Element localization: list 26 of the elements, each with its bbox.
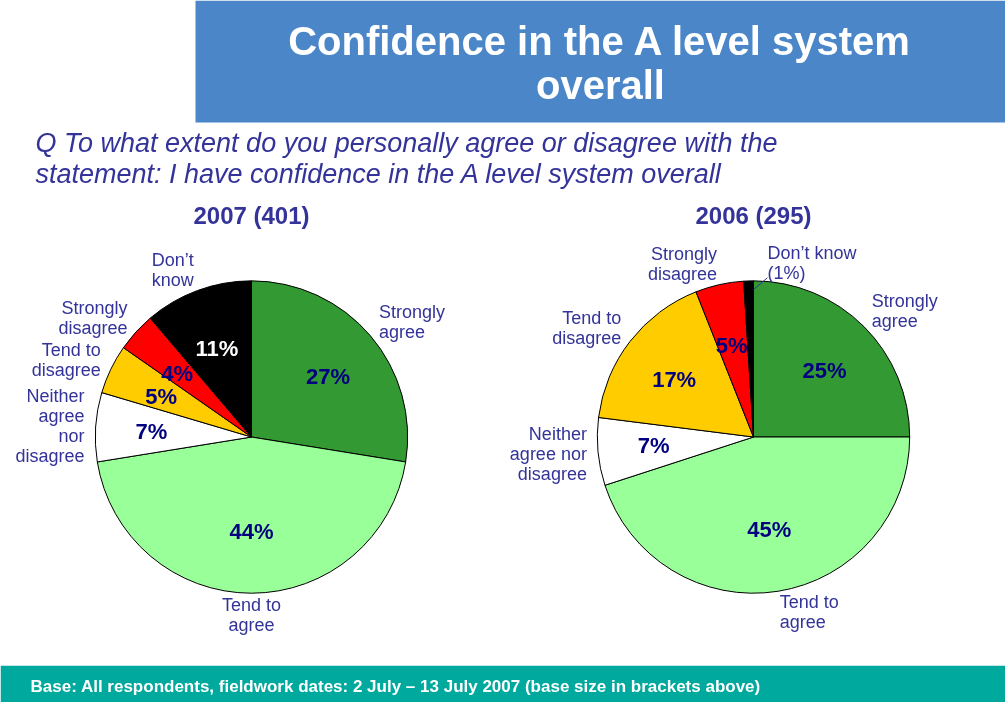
data-label: 11% <box>195 336 239 362</box>
slice-label: Tend to disagree <box>552 308 622 349</box>
data-label: 45% <box>747 517 792 543</box>
chart-title: 2007 (401) <box>193 201 310 229</box>
slice-label: Tend to agree <box>779 592 839 633</box>
slice-label: Tend to disagree <box>31 339 101 380</box>
slice-label: Strongly disagree <box>647 243 718 284</box>
text: Q To what extent do you personally agree or disagree with the statement: I have confidence in the A level system overall <box>35 127 778 190</box>
slice-label: Strongly disagree <box>58 297 128 338</box>
data-label: 17% <box>652 366 697 392</box>
slice-label: Neither agree nor disagree <box>509 423 587 484</box>
data-label: 25% <box>802 358 847 384</box>
slice-label: Don’t know <box>151 250 195 291</box>
text: Confidence in the A level system overall <box>288 18 910 107</box>
data-label: 27% <box>305 363 350 389</box>
slice-label: Strongly agree <box>871 291 938 332</box>
data-label: 7% <box>637 433 670 459</box>
slice-label: Neither agree nor disagree <box>15 385 85 466</box>
slice-label: Don’t know (1%) <box>767 243 858 284</box>
data-label: 7% <box>135 418 168 444</box>
data-label: 44% <box>229 518 274 544</box>
chart-title: 2006 (295) <box>695 201 812 229</box>
slice-label: Strongly agree <box>378 301 445 342</box>
data-label: 5% <box>715 332 748 358</box>
text: Base: All respondents, fieldwork dates: 2 July – 13 July 2007 (base size in brackets above) <box>30 677 761 696</box>
slice-label: Tend to agree <box>221 594 282 635</box>
